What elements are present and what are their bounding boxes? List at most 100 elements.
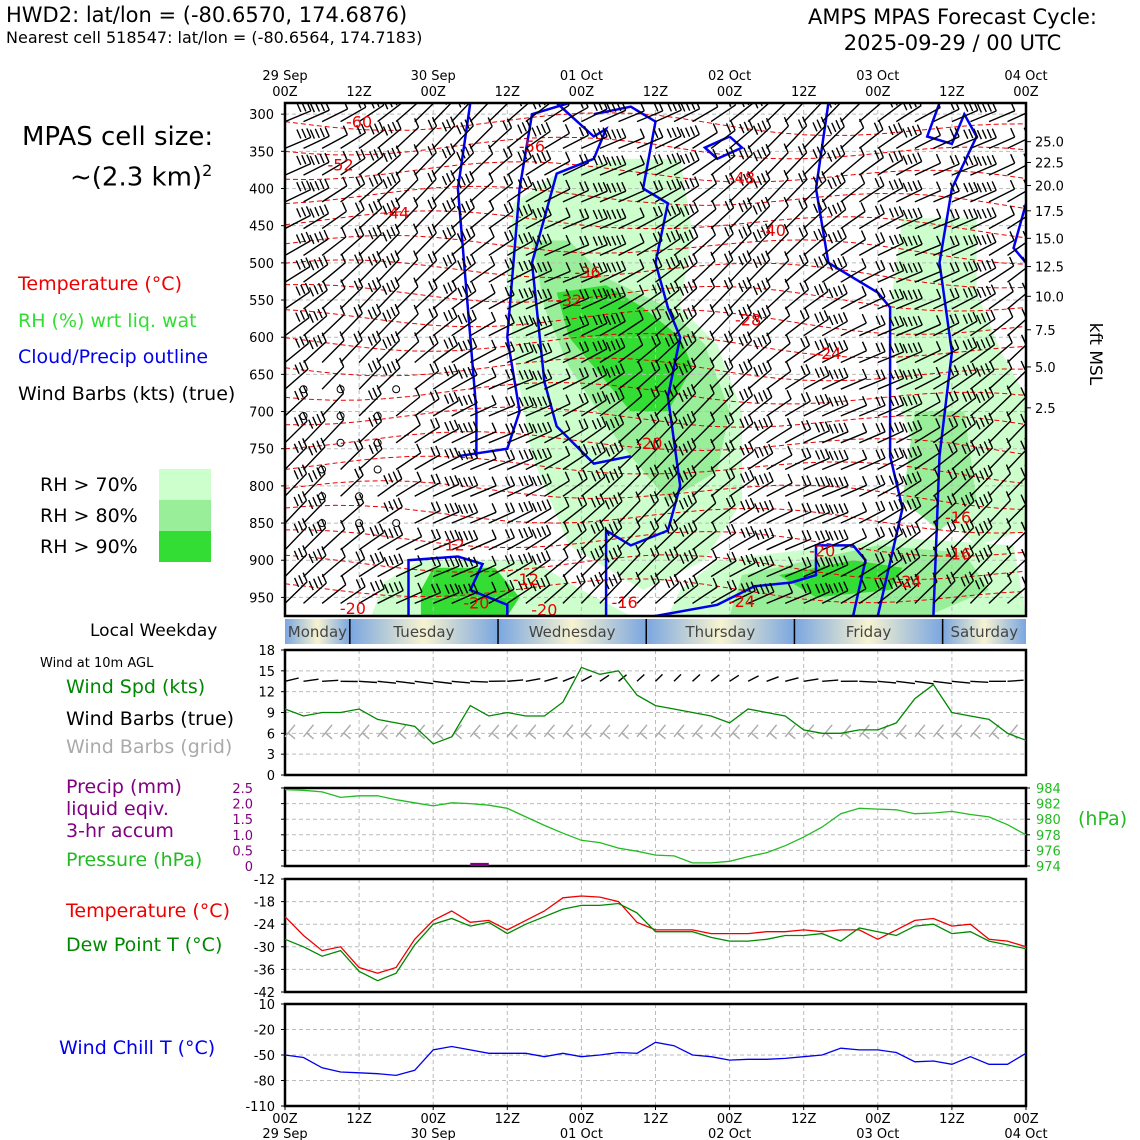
pressure-tick-label: 550: [249, 294, 274, 309]
wind-barb: [970, 258, 997, 283]
wind-barb: [525, 342, 553, 364]
wind-barb: [933, 261, 960, 283]
wind-barb: [859, 342, 886, 364]
wind10m-barb-grid: [914, 724, 926, 740]
wind-barb: [877, 122, 903, 149]
wind-barb: [914, 235, 942, 257]
wind-barb: [803, 103, 823, 123]
wind-barb: [1025, 468, 1026, 470]
wind-barb: [1025, 522, 1026, 524]
wind-barb: [747, 582, 775, 605]
wind-barb: [451, 253, 476, 283]
wind-barb: [747, 415, 773, 444]
wind-barb: [581, 103, 608, 123]
wind10m-barb-true: [303, 678, 319, 682]
nearest-cell: Nearest cell 518547: lat/lon = (-80.6564…: [6, 28, 423, 47]
cell-size-sup: 2: [202, 161, 213, 180]
wind-barb: [655, 306, 680, 337]
wind-barb: [544, 315, 571, 337]
wind-barb: [895, 522, 921, 551]
wind-barb: [506, 500, 534, 524]
wind-barb: [858, 577, 885, 604]
legend-rh90-swatch: [159, 531, 211, 562]
wind-barb: [525, 122, 551, 149]
wind-barb: [358, 579, 385, 605]
wind-barb: [395, 527, 423, 551]
wind-barb: [395, 144, 419, 176]
wind-barb: [285, 128, 312, 150]
wind-barb: [414, 501, 441, 524]
temp-panel-ytick-label: -42: [254, 986, 275, 1001]
wind10m-barb-grid: [710, 724, 722, 740]
wind-barb: [488, 118, 513, 149]
top-hour-label: 00Z: [272, 85, 298, 100]
temperature-line: [284, 895, 1027, 974]
wind-barb: [933, 208, 960, 230]
temp-contour-label: -16: [945, 508, 971, 527]
wind-barb: [581, 208, 608, 230]
station-title: HWD2: lat/lon = (-80.6570, 174.6876): [6, 3, 408, 27]
wind10m-barb-true: [766, 676, 779, 682]
wind-barb: [821, 117, 845, 149]
wind-barb: [895, 496, 922, 524]
wind-barb: [562, 418, 589, 444]
wind-barb: [544, 445, 571, 471]
wind-barb: [673, 201, 699, 230]
wind-barb: [321, 410, 345, 444]
cross-section-frame: [283, 101, 1028, 618]
legend-cloud: Cloud/Precip outline: [18, 346, 209, 368]
wind-barb: [729, 223, 752, 256]
wind10m-barb-true: [377, 680, 397, 684]
legend-rh90-label: RH > 90%: [40, 536, 138, 558]
wind-barb: [840, 422, 868, 444]
wind-barb: [896, 207, 923, 230]
wind-barb: [877, 575, 903, 604]
wind-barb: [877, 178, 904, 203]
weekday-name: Friday: [846, 623, 892, 641]
wind-barb: [358, 357, 382, 390]
wind-panel-frame: [283, 648, 1028, 777]
height-tick-label: 2.5: [1035, 402, 1056, 417]
wind-barb: [766, 306, 791, 337]
wind-barb: [618, 310, 644, 337]
wind-barb: [803, 582, 831, 605]
wind-barb-calm: [318, 519, 327, 528]
wind-barb: [451, 476, 479, 497]
pressure-tick-label: 978: [1036, 829, 1061, 844]
wind-barb: [895, 394, 923, 417]
wind10m-barb-grid: [673, 724, 685, 740]
wind-barb: [673, 304, 697, 337]
wind-barb: [507, 314, 534, 337]
wind-barb: [395, 415, 421, 444]
wind-barb: [877, 342, 905, 364]
wind-barb: [821, 172, 846, 203]
wind10m-barb-grid: [858, 724, 870, 740]
wind-barb: [914, 572, 938, 604]
wind-barb: [285, 103, 312, 123]
wind-barb: [581, 365, 608, 390]
wind-barb: [636, 231, 663, 257]
wind-barb: [544, 342, 571, 364]
pressure-label: Pressure (hPa): [66, 849, 203, 871]
wind10m-barb-grid: [747, 724, 759, 740]
wind-barb: [321, 279, 346, 310]
wind-barb-calm: [392, 385, 401, 394]
wind-barb: [988, 231, 1015, 257]
wind-barb: [655, 178, 682, 203]
wind-barb: [432, 419, 460, 444]
wind-spd-label: Wind Spd (kts): [66, 676, 206, 698]
wind-barb: [507, 369, 534, 390]
wind-barb: [951, 311, 978, 337]
wind-barb: [747, 170, 771, 203]
wind-barb: [340, 149, 366, 176]
wind-barb: [729, 358, 753, 390]
bottom-hour-label: 12Z: [495, 1112, 521, 1127]
pressure-tick-label: 500: [249, 257, 274, 272]
wind-barb: [414, 306, 439, 337]
wind-barb: [580, 467, 606, 497]
wind-barb: [358, 224, 382, 256]
wind10m-barb-true: [914, 680, 934, 685]
wind10m-barb-grid: [321, 724, 333, 740]
wind-barb: [618, 207, 645, 230]
wind-barb: [766, 251, 790, 283]
